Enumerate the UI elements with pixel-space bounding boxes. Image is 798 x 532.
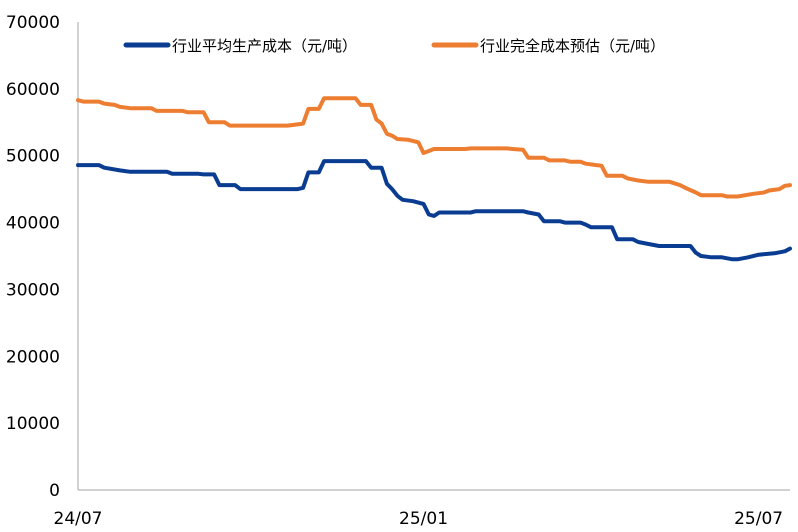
- y-tick-label: 30000: [6, 280, 60, 300]
- series-line-avg-production-cost: [76, 159, 792, 262]
- chart-legend: 行业平均生产成本（元/吨） 行业完全成本预估（元/吨）: [123, 37, 665, 55]
- series-lines: [76, 96, 792, 262]
- series-line-full-cost-estimate: [76, 96, 792, 199]
- y-tick-label: 20000: [6, 347, 60, 367]
- x-tick-label: 25/01: [399, 509, 448, 529]
- y-tick-label: 0: [49, 481, 60, 501]
- y-tick-label: 40000: [6, 214, 60, 234]
- y-tick-label: 10000: [6, 414, 60, 434]
- y-tick-label: 60000: [6, 80, 60, 100]
- x-tick-label: 24/07: [54, 509, 103, 529]
- x-axis-ticks: 24/07 25/01 25/07: [54, 509, 784, 529]
- x-tick-label: 25/07: [734, 509, 783, 529]
- legend-label-full-cost: 行业完全成本预估（元/吨）: [480, 37, 665, 55]
- y-tick-label: 50000: [6, 147, 60, 167]
- y-axis-ticks: 0 10000 20000 30000 40000 50000 60000 70000: [6, 13, 60, 501]
- y-tick-label: 70000: [6, 13, 60, 33]
- legend-label-avg-cost: 行业平均生产成本（元/吨）: [172, 37, 357, 55]
- chart-axes: [77, 22, 790, 491]
